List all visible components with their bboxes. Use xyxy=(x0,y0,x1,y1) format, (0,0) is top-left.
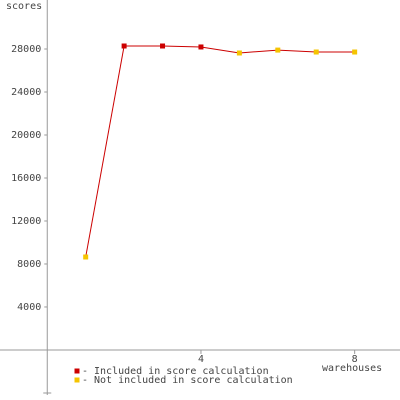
y-tick-label: 20000 xyxy=(11,130,41,141)
point xyxy=(275,47,281,53)
x-tick-label: 8 xyxy=(352,354,358,365)
line-segment xyxy=(162,45,201,48)
legend-label: Included in score calculation xyxy=(94,366,269,377)
x-tick-label: 4 xyxy=(198,354,204,365)
line-segment xyxy=(239,49,278,54)
point xyxy=(313,49,319,55)
legend-marker xyxy=(74,377,80,383)
legend-marker xyxy=(74,368,80,374)
point xyxy=(198,44,204,50)
legend-dash: - xyxy=(82,366,88,377)
y-tick-label: 16000 xyxy=(11,173,41,184)
point xyxy=(121,43,127,49)
point xyxy=(83,254,89,260)
y-tick-label: 8000 xyxy=(17,259,41,270)
y-tick-label: 24000 xyxy=(11,87,41,98)
y-tick-label: 4000 xyxy=(17,302,41,313)
y-axis-label: scores xyxy=(6,1,42,12)
point xyxy=(236,50,242,56)
point xyxy=(352,49,358,55)
line-segment xyxy=(200,46,240,54)
x-axis-label: warehouses xyxy=(322,363,382,374)
legend-dash: - xyxy=(82,375,88,386)
legend-label: Not included in score calculation xyxy=(94,375,293,386)
line-segment xyxy=(85,45,125,258)
y-tick-label: 12000 xyxy=(11,216,41,227)
line-segment xyxy=(277,49,317,53)
y-tick-label: 28000 xyxy=(11,44,41,55)
point xyxy=(160,43,166,49)
